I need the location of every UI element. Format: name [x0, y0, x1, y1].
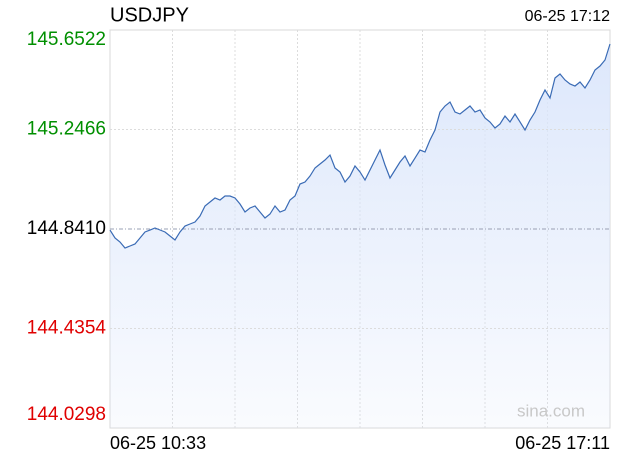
chart-title: USDJPY [110, 4, 189, 26]
x-tick-label: 06-25 17:11 [515, 433, 610, 453]
price-line [109, 43, 611, 249]
y-tick-label: 145.2466 [27, 119, 106, 140]
watermark: sina.com [517, 401, 585, 420]
area [110, 44, 610, 429]
y-tick-label: 145.6522 [27, 29, 106, 50]
y-tick-label: 144.4354 [27, 318, 107, 339]
y-tick-label: 144.0298 [27, 404, 106, 425]
timestamp: 06-25 17:12 [525, 8, 611, 25]
x-tick-label: 06-25 10:33 [110, 433, 206, 453]
y-tick-label: 144.8410 [27, 218, 106, 239]
